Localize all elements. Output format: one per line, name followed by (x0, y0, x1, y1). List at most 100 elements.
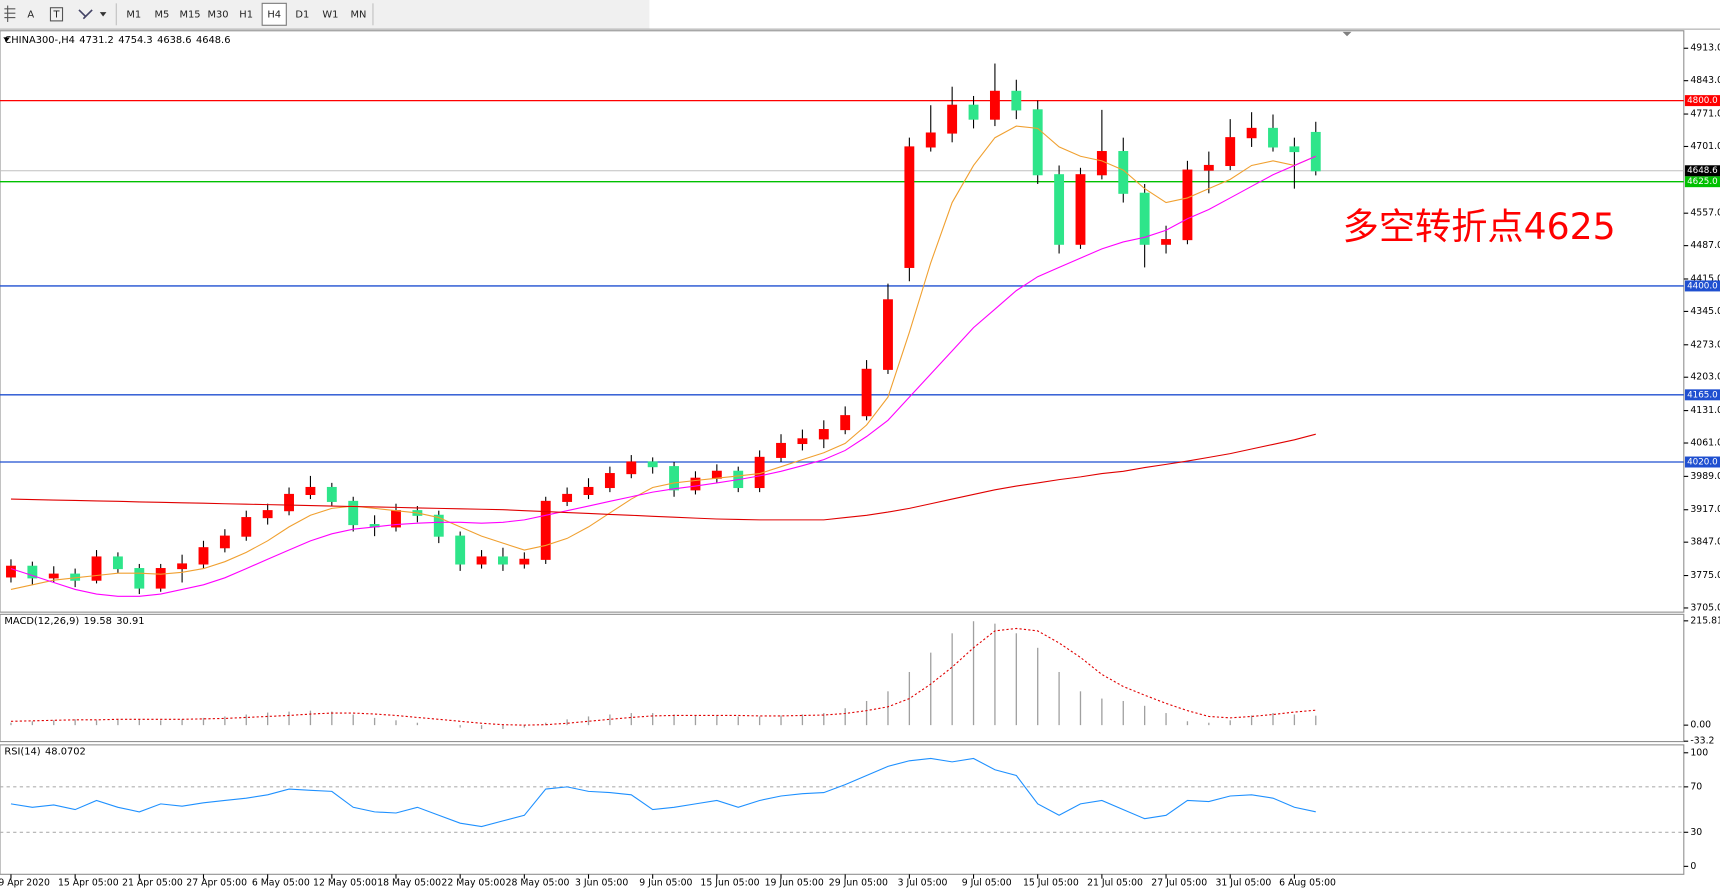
timeframe-button[interactable]: M30 (208, 9, 229, 20)
title-value: 4648.6 (196, 35, 231, 46)
moving-average (10, 155, 1316, 597)
text-tool[interactable]: A (27, 9, 34, 20)
label-tool[interactable]: T (52, 9, 60, 20)
x-tick-label: 18 May 05:00 (377, 877, 441, 888)
title-value: 4638.6 (157, 35, 192, 46)
candle-body (989, 90, 1000, 120)
crosshair-icon[interactable] (4, 5, 16, 22)
candle-body (669, 466, 680, 491)
y-tick-label: 4557.0 (1690, 208, 1720, 219)
candle-body (947, 104, 958, 134)
candle-body (711, 470, 722, 479)
x-tick-label: 6 May 05:00 (252, 877, 310, 888)
x-tick-label: 6 Aug 05:00 (1279, 877, 1336, 888)
candle-body (112, 556, 123, 570)
candle-body (1011, 90, 1022, 111)
candle-body (48, 573, 59, 579)
moving-average (10, 433, 1316, 521)
title: RSI(14) (4, 747, 40, 758)
candle-body (1225, 137, 1236, 167)
candle-body (1289, 146, 1300, 153)
timeframe-button[interactable]: H1 (239, 9, 253, 20)
candle-body (348, 500, 359, 526)
candle-body (818, 429, 829, 440)
candle-body (241, 517, 252, 537)
panel-title: MACD(12,26,9) 19.58 30.91 (4, 616, 144, 627)
x-tick-label: 9 Apr 2020 (0, 877, 50, 888)
y-tick-label: 4061.0 (1690, 438, 1720, 449)
y-tick-label: -33.2 (1690, 736, 1714, 747)
toolbar (0, 0, 650, 29)
timeframe-button[interactable]: W1 (322, 9, 338, 20)
y-tick-label: 4131.0 (1690, 405, 1720, 416)
y-tick-label: 4771.0 (1690, 109, 1720, 120)
candle-body (91, 556, 102, 581)
x-tick-label: 3 Jun 05:00 (575, 877, 628, 888)
candle-body (968, 104, 979, 120)
candle-body (433, 514, 444, 537)
objects-icon[interactable] (78, 9, 107, 20)
timeframe-button[interactable]: M1 (126, 9, 141, 20)
x-tick-label: 27 Apr 05:00 (186, 877, 247, 888)
candle-body (305, 486, 316, 495)
title-value: 48.0702 (45, 747, 86, 758)
candle-body (1246, 127, 1257, 139)
active-timeframe (261, 2, 287, 26)
y-tick-label: 4913.0 (1690, 43, 1720, 54)
symbol-menu-arrow[interactable] (3, 37, 10, 42)
candle-body (1161, 239, 1171, 245)
candle-body (1310, 131, 1321, 172)
candle-body (27, 565, 38, 579)
candle-body (326, 486, 337, 502)
level-price-box (1684, 95, 1720, 107)
panel-title: CHINA300-,H4 4731.2 4754.3 4638.6 4648.6 (4, 35, 230, 46)
level-price-box (1684, 389, 1720, 401)
candle-body (925, 132, 936, 148)
candle-body (177, 563, 188, 570)
candle-body (626, 461, 637, 475)
y-tick-label: 4273.0 (1690, 339, 1720, 350)
candle-body (455, 535, 466, 565)
candle-body (498, 556, 508, 565)
level-price-label: 4625.0 (1687, 177, 1718, 187)
candle-body (1096, 151, 1107, 176)
y-tick-label: 4487.0 (1690, 240, 1720, 251)
candle-body (155, 568, 166, 589)
x-tick-label: 9 Jun 05:00 (639, 877, 692, 888)
candle-body (284, 493, 294, 512)
label-tool-frame[interactable] (49, 7, 64, 22)
y-tick-label: 215.81 (1690, 615, 1720, 626)
candle-body (198, 547, 209, 565)
x-tick-label: 22 May 05:00 (441, 877, 505, 888)
y-tick-label: 4843.0 (1690, 75, 1720, 86)
candle-body (219, 535, 230, 549)
candle-body (690, 477, 701, 491)
y-tick-label: 4415.0 (1690, 273, 1720, 284)
x-tick-label: 28 May 05:00 (506, 877, 570, 888)
title-value: 19.58 (84, 616, 112, 627)
x-tick-label: 27 Jul 05:00 (1151, 877, 1207, 888)
candle-body (1118, 151, 1129, 194)
panel-title: RSI(14) 48.0702 (4, 747, 85, 758)
timeframe-button[interactable]: M15 (179, 9, 200, 20)
timeframe-button[interactable]: H4 (267, 9, 281, 20)
title-value: 30.91 (116, 616, 144, 627)
candle-body (1054, 174, 1065, 245)
x-tick-label: 15 Apr 05:00 (58, 877, 119, 888)
x-tick-label: 15 Jul 05:00 (1023, 877, 1079, 888)
candle-body (262, 510, 273, 519)
y-tick-label: 0 (1690, 861, 1696, 872)
candle-body (904, 146, 915, 268)
y-tick-label: 0.00 (1690, 720, 1711, 731)
candle-body (134, 568, 145, 589)
shift-marker (1342, 31, 1352, 37)
timeframe-button[interactable]: MN (351, 9, 367, 20)
y-tick-label: 30 (1690, 827, 1702, 838)
timeframe-button[interactable]: D1 (295, 9, 309, 20)
timeframe-button[interactable]: M5 (155, 9, 170, 20)
candle-body (540, 500, 551, 560)
x-tick-label: 12 May 05:00 (313, 877, 377, 888)
candle-body (840, 415, 851, 431)
level-price-box (1684, 456, 1720, 468)
